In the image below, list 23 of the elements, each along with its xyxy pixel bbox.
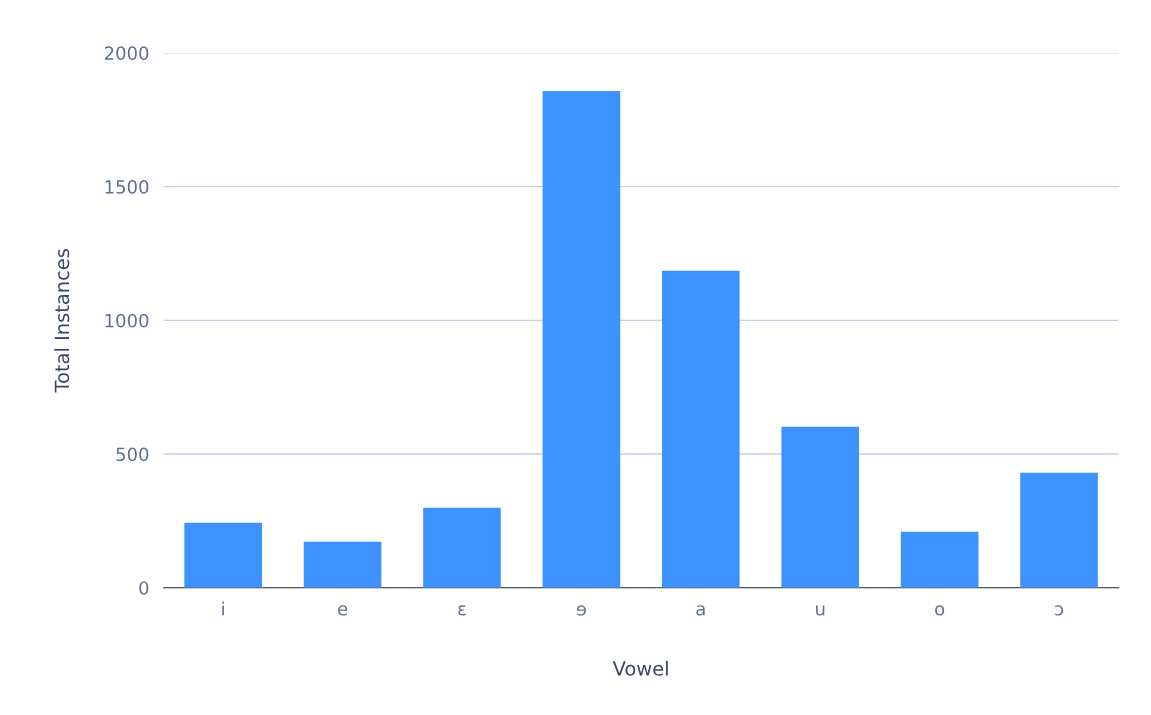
bar <box>423 507 501 588</box>
bar <box>1020 472 1098 588</box>
x-tick-label: ɘ <box>576 605 586 616</box>
bar <box>900 531 979 588</box>
y-tick-label: 1000 <box>105 313 149 328</box>
bar <box>184 522 262 588</box>
x-tick-label: i <box>222 601 224 616</box>
y-tick-label: 500 <box>116 447 149 462</box>
bar <box>662 270 740 588</box>
bar <box>781 426 860 588</box>
x-tick-label: u <box>816 605 825 616</box>
x-tick-label: e <box>338 605 348 616</box>
x-tick-label: ɔ <box>1055 605 1064 616</box>
y-tick-label: 0 <box>139 581 149 595</box>
x-axis-title: Vowel <box>612 660 668 676</box>
x-tick-label: o <box>935 605 945 616</box>
y-tick-label: 2000 <box>104 46 149 61</box>
x-tick-label: a <box>696 605 705 616</box>
bar <box>542 90 621 588</box>
bar <box>303 541 382 588</box>
y-tick-label: 1500 <box>105 180 149 194</box>
x-tick-label: ɛ <box>458 605 466 616</box>
y-axis-title: Total Instances <box>54 249 70 393</box>
